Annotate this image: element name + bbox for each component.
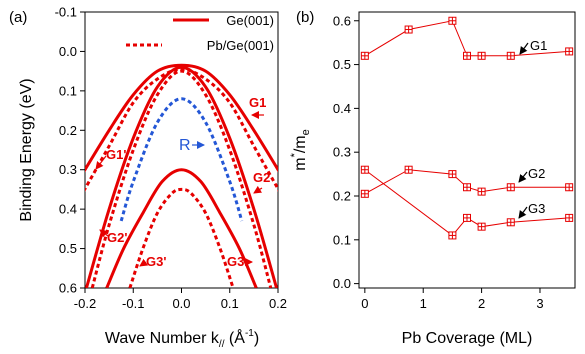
panel-a-y-tick-label: 0.6 (59, 281, 77, 296)
data-point-g2 (404, 165, 413, 174)
panel-b-y-axis-title-sep: /m (292, 135, 309, 153)
data-point-g1 (463, 51, 471, 60)
data-point-g3 (448, 231, 457, 240)
data-point-g2 (506, 183, 515, 192)
data-point-g2 (360, 189, 369, 198)
data-point-g1 (448, 16, 457, 25)
annotation-g2-prime-arrow (99, 229, 109, 238)
data-point-g3 (506, 218, 515, 227)
panel-a-x-axis-title-close: ) (254, 330, 259, 347)
series-label-g1-arrow (519, 42, 529, 55)
data-point-g2 (448, 170, 457, 179)
panel-a: (a) -0.1 0.0 0.1 0.2 0.3 0.4 0.5 0.6 -0.2 -0.1 0.… (9, 5, 287, 351)
panel-a-y-tick-label: 0.2 (59, 123, 77, 138)
band-curve-g3 (105, 168, 258, 288)
series-line-g3 (364, 169, 570, 237)
panel-b-series (360, 16, 574, 240)
panel-b-y-ticks: 0.0 0.1 0.2 0.3 0.4 0.5 0.6 (333, 13, 359, 291)
data-point-g1 (565, 47, 574, 56)
annotation-g3-prime: G3' (146, 254, 166, 269)
panel-b-x-tick-label: 0 (361, 296, 368, 311)
panel-b-label: (b) (296, 9, 314, 26)
data-point-g2 (565, 183, 574, 192)
panel-b-x-tick-label: 1 (420, 296, 427, 311)
data-point-g1 (360, 51, 369, 60)
data-point-g3 (360, 165, 369, 174)
series-label-g2: G2 (528, 166, 545, 181)
legend-pbge001-label: Pb/Ge(001) (207, 38, 274, 53)
annotation-g2-prime: G2' (107, 230, 127, 245)
panel-b-x-tick-label: 2 (478, 296, 485, 311)
panel-a-y-ticks: -0.1 0.0 0.1 0.2 0.3 0.4 0.5 0.6 (55, 5, 85, 296)
panel-a-annotations: G1 G1' G2 G2' G3 G3' R (95, 95, 270, 269)
panel-a-label: (a) (9, 9, 27, 26)
panel-b-y-axis-title: m*/me (289, 129, 312, 171)
panel-a-x-tick-label: -0.1 (122, 296, 144, 311)
band-curve-g1-prime (85, 67, 278, 192)
panel-a-x-axis-title-main: Wave Number k (105, 330, 220, 347)
series-label-g3: G3 (528, 201, 545, 216)
panel-a-y-tick-label: 0.0 (59, 44, 77, 59)
panel-a-x-tick-label: 0.0 (172, 296, 190, 311)
data-point-g3 (565, 213, 574, 222)
panel-b-y-axis-title-sup: * (289, 152, 301, 157)
panel-a-y-tick-label: 0.1 (59, 83, 77, 98)
panel-a-x-axis-title-sup: -1 (245, 328, 254, 339)
annotation-g3: G3 (227, 254, 244, 269)
panel-b-series-labels: G1 G2 G3 (518, 38, 547, 219)
panel-a-x-ticks: -0.2 -0.1 0.0 0.1 0.2 (74, 288, 287, 311)
band-curve-r (119, 97, 244, 222)
panel-b-y-tick-label: 0.0 (333, 276, 351, 291)
panel-a-x-tick-label: 0.1 (221, 296, 239, 311)
data-point-g1 (477, 51, 486, 60)
data-point-g3 (477, 222, 486, 231)
band-curve-g1 (85, 63, 278, 173)
panel-b-x-tick-label: 3 (536, 296, 543, 311)
panel-b-y-tick-label: 0.1 (333, 232, 351, 247)
panel-a-x-axis-title-unit: (Å (224, 328, 245, 347)
panel-a-x-axis-title: Wave Number k// (Å-1) (105, 328, 259, 350)
annotation-g3-prime-arrow (139, 258, 149, 267)
panel-b-y-axis-title-sub: e (300, 129, 312, 135)
panel-b-frame (358, 11, 576, 289)
annotation-r: R (179, 137, 191, 154)
data-point-g2 (463, 183, 471, 192)
panel-b-x-axis-title: Pb Coverage (ML) (402, 330, 533, 347)
annotation-g2-arrow (253, 185, 263, 194)
data-point-g1 (506, 51, 515, 60)
annotation-g1: G1 (249, 95, 266, 110)
data-point-g1 (404, 25, 413, 34)
panel-a-x-tick-label: -0.2 (74, 296, 96, 311)
panel-a-legend: Ge(001) Pb/Ge(001) (126, 13, 274, 53)
annotation-g2: G2 (253, 170, 270, 185)
panel-a-y-tick-label: 0.3 (59, 162, 77, 177)
series-label-g1: G1 (530, 38, 547, 53)
panel-a-y-tick-label: -0.1 (55, 5, 77, 20)
annotation-g1-prime-arrow (95, 155, 107, 170)
panel-b-y-tick-label: 0.6 (333, 13, 351, 28)
series-label-g2-arrow (518, 171, 528, 183)
panel-b-y-axis-title-m: m (292, 157, 309, 170)
panel-a-curves (85, 63, 278, 288)
panel-b-y-tick-label: 0.4 (333, 101, 351, 116)
band-curve-g2-prime (90, 69, 273, 288)
panel-a-x-axis-title-sub: // (219, 339, 225, 350)
annotation-g1-prime: G1' (106, 147, 126, 162)
band-curve-g2 (85, 65, 278, 288)
panel-a-y-tick-label: 0.4 (59, 202, 77, 217)
data-point-g2 (477, 187, 486, 196)
legend-ge001-label: Ge(001) (226, 13, 274, 28)
panel-a-y-axis-title: Binding Energy (eV) (18, 78, 35, 221)
panel-b: (b) 0.0 0.1 0.2 0.3 0.4 0.5 0.6 0 1 2 3 m*/me Pb … (289, 9, 576, 347)
panel-b-y-tick-label: 0.2 (333, 189, 351, 204)
panel-b-y-tick-label: 0.3 (333, 145, 351, 160)
data-point-g3 (463, 213, 471, 222)
series-label-g3-arrow (518, 206, 528, 219)
panel-b-y-tick-label: 0.5 (333, 57, 351, 72)
panel-b-x-ticks: 0 1 2 3 (361, 288, 544, 311)
panel-a-x-tick-label: 0.2 (269, 296, 287, 311)
band-curve-g3-prime (128, 187, 235, 288)
panel-a-y-tick-label: 0.5 (59, 241, 77, 256)
